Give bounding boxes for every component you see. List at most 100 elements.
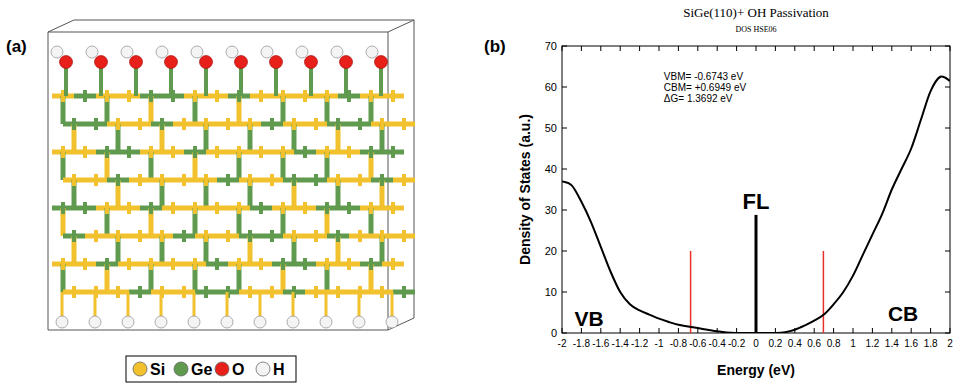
bond [270, 174, 274, 186]
x-tick-label: 2 [947, 338, 953, 349]
level-label: FL [743, 189, 770, 214]
bond [237, 258, 241, 270]
atom [165, 56, 178, 69]
bond [138, 286, 142, 298]
bond [347, 146, 351, 158]
y-tick [562, 169, 567, 170]
bond [380, 286, 384, 298]
bond [138, 174, 142, 186]
legend-swatch [215, 362, 229, 376]
legend-box [126, 356, 296, 382]
y-tick-label: 40 [545, 163, 557, 175]
x-tick [872, 46, 873, 51]
y-tick [945, 87, 950, 88]
annotation: ΔG= 1.3692 eV [664, 93, 733, 104]
legend-label: O [232, 361, 244, 378]
bond [215, 258, 219, 270]
y-tick [562, 333, 567, 334]
atom [95, 56, 108, 69]
bond [325, 146, 329, 158]
x-tick-label: 0.8 [827, 338, 841, 349]
x-tick-label: -0.6 [689, 338, 707, 349]
atom [254, 316, 266, 328]
bond [270, 286, 274, 298]
bond [99, 64, 103, 96]
bond [116, 118, 120, 130]
x-tick [562, 46, 563, 51]
bond [134, 64, 138, 96]
bond [61, 146, 65, 158]
cell-frame [388, 20, 414, 32]
y-tick [562, 210, 567, 211]
panel-label: (b) [484, 37, 506, 56]
bond [127, 202, 131, 214]
bond [215, 90, 219, 102]
atom [235, 56, 248, 69]
bond [72, 286, 76, 298]
cell-frame [48, 32, 49, 330]
bond [226, 174, 230, 186]
atom [287, 316, 299, 328]
bond [237, 146, 241, 158]
x-tick [639, 328, 640, 333]
bond [239, 64, 243, 96]
annotation: CBM= +0.6949 eV [664, 82, 747, 93]
y-tick [945, 128, 950, 129]
x-tick [911, 46, 912, 51]
plot-frame [562, 46, 950, 333]
bond [292, 292, 295, 318]
atom [366, 46, 378, 58]
y-tick-label: 20 [545, 245, 557, 257]
bond [391, 202, 395, 214]
x-tick-label: -1.6 [592, 338, 610, 349]
atom [156, 46, 168, 58]
x-tick-label: 0.4 [788, 338, 802, 349]
bond [160, 118, 164, 130]
atom [60, 56, 73, 69]
cell-frame [48, 32, 388, 33]
x-tick-label: 1 [850, 338, 856, 349]
bond [369, 202, 373, 214]
y-tick [562, 251, 567, 252]
bond [325, 258, 329, 270]
y-tick [945, 333, 950, 334]
bond [226, 230, 230, 242]
x-tick [911, 328, 912, 333]
bond [204, 286, 208, 298]
x-tick-label: -2 [558, 338, 567, 349]
bond [358, 174, 362, 186]
dos-panel: (b)SiGe(110)+ OH PassivationDOS HSE06-2-… [484, 5, 953, 378]
x-tick [950, 328, 951, 333]
x-tick [814, 328, 815, 333]
x-tick [930, 328, 931, 333]
x-tick-label: -0.8 [670, 338, 688, 349]
bond [160, 230, 164, 242]
bond [94, 174, 98, 186]
bond [149, 90, 153, 102]
x-tick-label: -1 [655, 338, 664, 349]
bond [127, 146, 131, 158]
energy-level [690, 251, 692, 333]
bond [347, 202, 351, 214]
x-tick [930, 46, 931, 51]
bond [182, 174, 186, 186]
y-tick [945, 292, 950, 293]
bond [72, 174, 76, 186]
bond [274, 64, 278, 96]
bond [358, 292, 361, 318]
x-tick [872, 328, 873, 333]
bond [105, 146, 109, 158]
bond [204, 64, 208, 96]
y-tick-label: 0 [551, 327, 557, 339]
bond [303, 146, 307, 158]
bond [64, 64, 68, 96]
x-tick-label: -1.4 [612, 338, 630, 349]
cell-frame [48, 20, 74, 32]
y-tick [945, 169, 950, 170]
cell-frame [74, 20, 414, 21]
bond [193, 90, 197, 102]
bond [292, 118, 296, 130]
bond [259, 146, 263, 158]
x-tick [620, 46, 621, 51]
bond [259, 202, 263, 214]
